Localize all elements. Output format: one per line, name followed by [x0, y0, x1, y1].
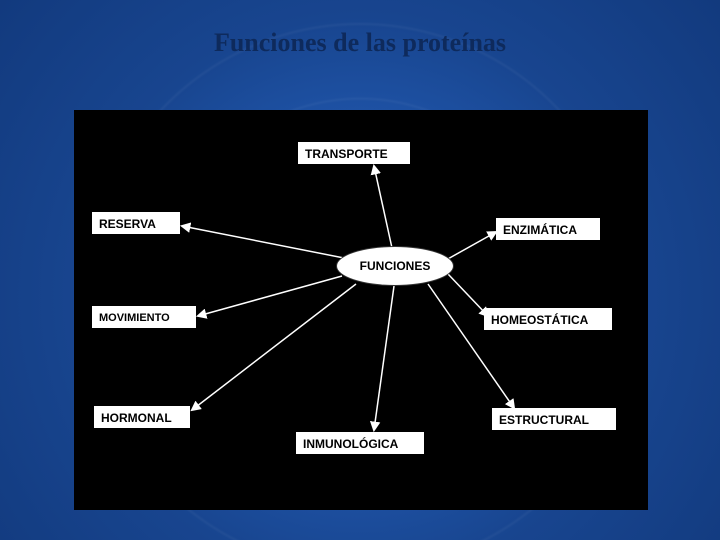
center-node-label: FUNCIONES	[360, 259, 431, 273]
edge-inmunologica	[374, 286, 394, 430]
edge-enzimatica	[446, 232, 496, 260]
node-label: TRANSPORTE	[305, 147, 388, 161]
node-transporte: TRANSPORTE	[298, 142, 410, 164]
node-inmunologica: INMUNOLÓGICA	[296, 432, 424, 454]
node-reserva: RESERVA	[92, 212, 180, 234]
edge-homeostatica	[448, 274, 488, 316]
node-estructural: ESTRUCTURAL	[492, 408, 616, 430]
node-enzimatica: ENZIMÁTICA	[496, 218, 600, 240]
node-label: HOMEOSTÁTICA	[491, 313, 588, 327]
node-homeostatica: HOMEOSTÁTICA	[484, 308, 612, 330]
node-label: ESTRUCTURAL	[499, 413, 589, 427]
node-label: MOVIMIENTO	[99, 312, 170, 324]
edge-hormonal	[192, 284, 356, 410]
node-label: ENZIMÁTICA	[503, 223, 577, 237]
center-node-funciones: FUNCIONES	[336, 246, 454, 286]
edge-transporte	[374, 166, 392, 248]
diagram-panel: FUNCIONES TRANSPORTE RESERVA ENZIMÁTICA MOV…	[74, 110, 648, 510]
edge-movimiento	[198, 276, 342, 316]
edge-reserva	[182, 226, 344, 258]
edge-estructural	[428, 284, 514, 408]
node-movimiento: MOVIMIENTO	[92, 306, 196, 328]
node-label: RESERVA	[99, 217, 156, 231]
node-label: INMUNOLÓGICA	[303, 437, 398, 451]
node-hormonal: HORMONAL	[94, 406, 190, 428]
node-label: HORMONAL	[101, 411, 172, 425]
slide-title: Funciones de las proteínas	[0, 28, 720, 58]
